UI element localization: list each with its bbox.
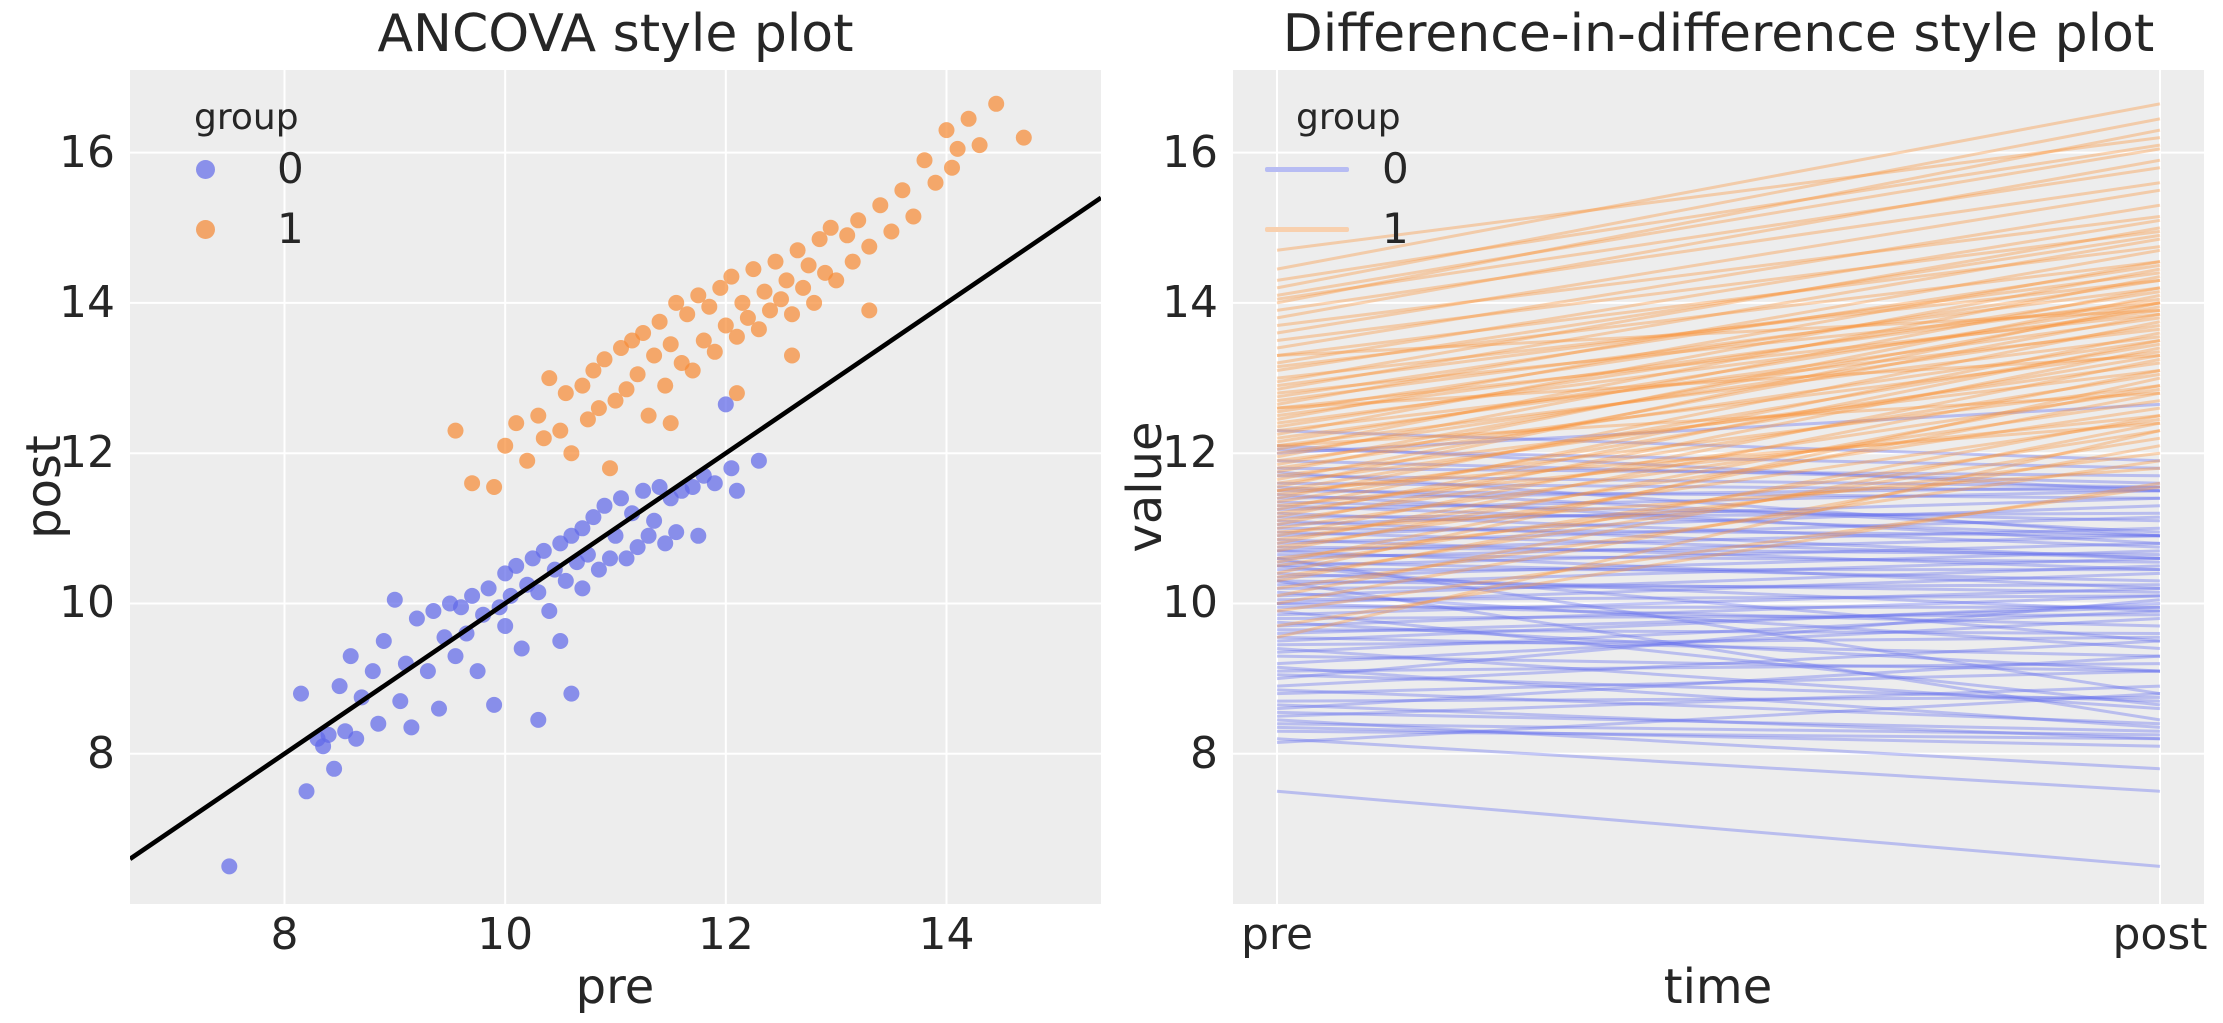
y-tick-label: 8: [87, 727, 115, 779]
legend-item-group1: 1: [1265, 199, 1409, 259]
legend-item-group0: 0: [196, 139, 304, 199]
x-tick-label: 10: [477, 909, 534, 960]
y-tick-label: 8: [1190, 727, 1218, 779]
x-tick-label: pre: [1240, 909, 1314, 960]
legend-label: 1: [277, 204, 304, 253]
group1-marker-icon: [196, 219, 215, 239]
group1-points: [447, 95, 1032, 495]
group0-marker-icon: [196, 159, 215, 179]
x-tick-label: 8: [270, 909, 299, 960]
y-tick-label: 14: [59, 276, 115, 328]
x-tick-label: 12: [697, 909, 754, 960]
legend-item-group1: 1: [196, 199, 304, 259]
group1-lines: [1276, 102, 2161, 639]
group1-line-icon: [1265, 226, 1349, 232]
y-tick-label: 14: [1162, 276, 1218, 328]
y-tick-label: 10: [1162, 577, 1218, 629]
ancova-legend: group 0 1: [194, 97, 304, 259]
ancova-xaxis-label: pre: [575, 959, 655, 1015]
legend-label: 1: [1382, 204, 1409, 253]
identity-line: [130, 195, 1101, 861]
y-tick-label: 12: [1162, 427, 1218, 479]
gridlines: [130, 70, 1101, 904]
ancova-plot-area: [130, 70, 1101, 904]
x-tick-label: 14: [918, 909, 975, 960]
group0-points: [221, 396, 767, 875]
ancova-title: ANCOVA style plot: [377, 4, 854, 64]
legend-label: 0: [1382, 144, 1409, 193]
legend-label: 0: [277, 144, 304, 193]
did-legend: group 0 1: [1265, 97, 1409, 259]
group0-lines: [1276, 402, 2161, 868]
plot-background: [1233, 70, 2204, 904]
legend-title: group: [1296, 97, 1401, 138]
y-tick-label: 10: [59, 577, 115, 629]
did-title: Difference-in-difference style plot: [1282, 4, 2155, 64]
plot-background: [130, 70, 1101, 904]
did-xaxis-label: time: [1663, 959, 1773, 1015]
legend-title: group: [194, 97, 299, 138]
y-tick-label: 16: [1162, 126, 1218, 178]
x-tick-label: post: [2112, 909, 2208, 960]
group0-line-icon: [1265, 166, 1349, 172]
legend-item-group0: 0: [1265, 139, 1409, 199]
y-tick-label: 12: [59, 427, 115, 479]
y-tick-label: 16: [59, 126, 115, 178]
did-plot-area: [1233, 70, 2204, 904]
gridlines: [1233, 70, 2204, 904]
